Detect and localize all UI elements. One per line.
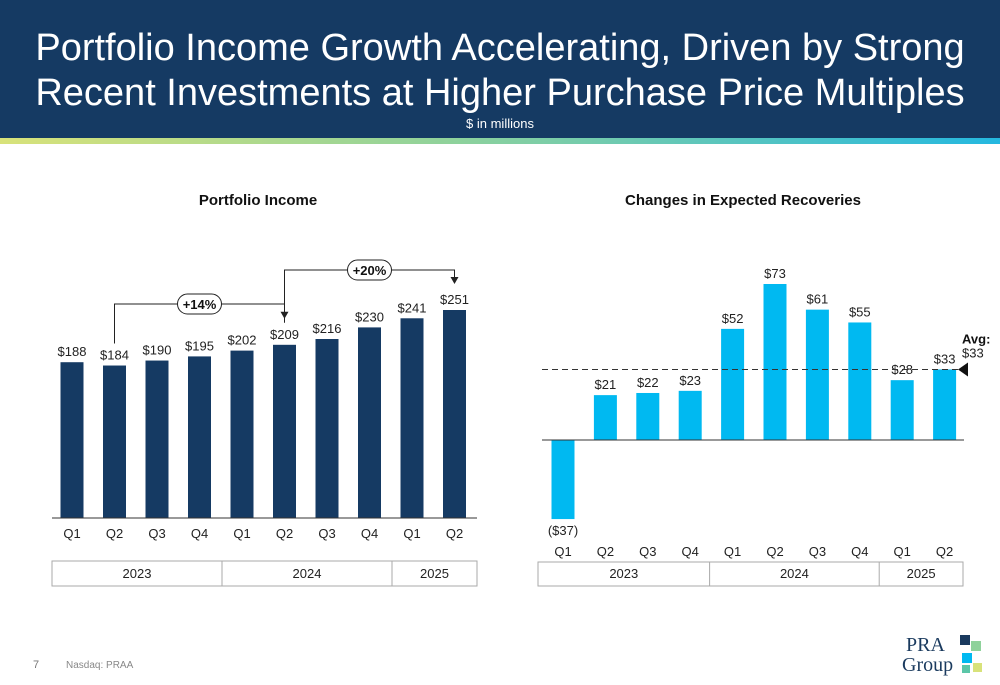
portfolio-year-label: 2023 <box>123 566 152 581</box>
recoveries-bar <box>678 390 702 440</box>
recoveries-year-box <box>537 561 964 587</box>
recoveries-bar <box>551 440 575 520</box>
portfolio-bar <box>230 350 254 518</box>
page-subtitle: $ in millions <box>466 116 534 131</box>
growth-label: +20% <box>353 263 387 278</box>
recoveries-quarter-label: Q1 <box>894 544 911 559</box>
portfolio-income-title: Portfolio Income <box>199 192 317 209</box>
growth-pill <box>177 293 222 315</box>
portfolio-quarter-label: Q4 <box>361 526 378 541</box>
recoveries-bar-label: $23 <box>679 373 701 388</box>
portfolio-bar <box>188 356 211 518</box>
portfolio-bar <box>145 360 169 518</box>
portfolio-quarter-label: Q4 <box>191 526 208 541</box>
recoveries-bar-label: $52 <box>722 311 744 326</box>
pra-group-logo: PRA Group <box>902 634 982 676</box>
recoveries-quarter-label: Q1 <box>554 544 571 559</box>
recoveries-bar-label: $73 <box>764 266 786 281</box>
growth-pill <box>347 259 392 281</box>
page-title: Portfolio Income Growth Accelerating, Dr… <box>0 26 1000 116</box>
recoveries-quarter-label: Q3 <box>639 544 656 559</box>
portfolio-quarter-label: Q3 <box>148 526 165 541</box>
portfolio-year-box <box>51 560 478 587</box>
portfolio-year-label: 2025 <box>420 566 449 581</box>
recoveries-bar-label: $61 <box>807 292 829 307</box>
recoveries-bar-label: $21 <box>595 377 617 392</box>
portfolio-bar <box>315 339 339 518</box>
page-number: 7 <box>33 659 40 671</box>
recoveries-title: Changes in Expected Recoveries <box>625 192 861 209</box>
portfolio-quarter-label: Q2 <box>276 526 293 541</box>
portfolio-bar <box>60 362 84 518</box>
recoveries-bar <box>721 328 745 440</box>
recoveries-bar <box>848 322 872 440</box>
recoveries-bar <box>636 392 660 440</box>
header-gradient-stripe <box>0 138 1000 144</box>
average-label: Avg: <box>962 331 990 346</box>
recoveries-quarter-label: Q4 <box>682 544 699 559</box>
portfolio-bar-label: $188 <box>58 344 87 359</box>
recoveries-quarter-label: Q2 <box>766 544 783 559</box>
recoveries-quarter-label: Q4 <box>851 544 868 559</box>
logo-square-navy <box>960 635 970 645</box>
portfolio-bar <box>103 365 126 518</box>
portfolio-quarter-label: Q1 <box>233 526 250 541</box>
portfolio-bar-label: $184 <box>100 348 129 363</box>
recoveries-quarter-label: Q2 <box>936 544 953 559</box>
portfolio-bar-label: $209 <box>270 327 299 342</box>
average-value-label: $33 <box>962 345 984 360</box>
recoveries-bar-label: $33 <box>934 351 956 366</box>
recoveries-bar-label: $55 <box>849 304 871 319</box>
recoveries-bar <box>890 380 914 440</box>
portfolio-bar-label: $190 <box>143 343 172 358</box>
growth-arrow-head <box>450 277 459 284</box>
average-marker-icon <box>958 362 968 377</box>
logo-square-yellow <box>973 663 982 672</box>
portfolio-quarter-label: Q2 <box>446 526 463 541</box>
portfolio-bar <box>273 344 296 518</box>
portfolio-bar-label: $195 <box>185 338 214 353</box>
portfolio-bar-label: $251 <box>440 292 469 307</box>
header-banner: Portfolio Income Growth Accelerating, Dr… <box>0 0 1000 138</box>
recoveries-year-label: 2023 <box>609 566 638 581</box>
portfolio-year-label: 2024 <box>293 566 322 581</box>
footer-ticker: Nasdaq: PRAA <box>66 660 134 671</box>
recoveries-year-label: 2025 <box>907 566 936 581</box>
logo-text-bottom: Group <box>902 654 953 676</box>
portfolio-bar <box>358 327 381 518</box>
logo-square-green <box>971 641 981 651</box>
recoveries-year-label: 2024 <box>780 566 809 581</box>
growth-label: +14% <box>183 297 217 312</box>
portfolio-quarter-label: Q2 <box>106 526 123 541</box>
recoveries-bar <box>933 369 957 440</box>
portfolio-bar <box>443 310 466 518</box>
portfolio-quarter-label: Q3 <box>318 526 335 541</box>
recoveries-quarter-label: Q2 <box>597 544 614 559</box>
page-title-line2: Recent Investments at Higher Purchase Pr… <box>35 72 965 114</box>
recoveries-bar <box>805 309 829 440</box>
portfolio-quarter-label: Q1 <box>63 526 80 541</box>
logo-text-top: PRA <box>906 634 945 656</box>
portfolio-bar-label: $216 <box>313 321 342 336</box>
portfolio-bar-label: $241 <box>398 300 427 315</box>
logo-square-teal <box>962 665 970 673</box>
recoveries-quarter-label: Q1 <box>724 544 741 559</box>
portfolio-bar-label: $230 <box>355 309 384 324</box>
recoveries-bar <box>763 284 787 440</box>
recoveries-bar-label: ($37) <box>548 523 578 538</box>
page-title-line1: Portfolio Income Growth Accelerating, Dr… <box>35 27 965 69</box>
portfolio-bar <box>400 318 424 518</box>
portfolio-quarter-label: Q1 <box>403 526 420 541</box>
recoveries-bar-label: $22 <box>637 375 659 390</box>
logo-square-blue <box>962 653 972 663</box>
recoveries-bar <box>593 395 617 440</box>
recoveries-quarter-label: Q3 <box>809 544 826 559</box>
portfolio-bar-label: $202 <box>228 333 257 348</box>
